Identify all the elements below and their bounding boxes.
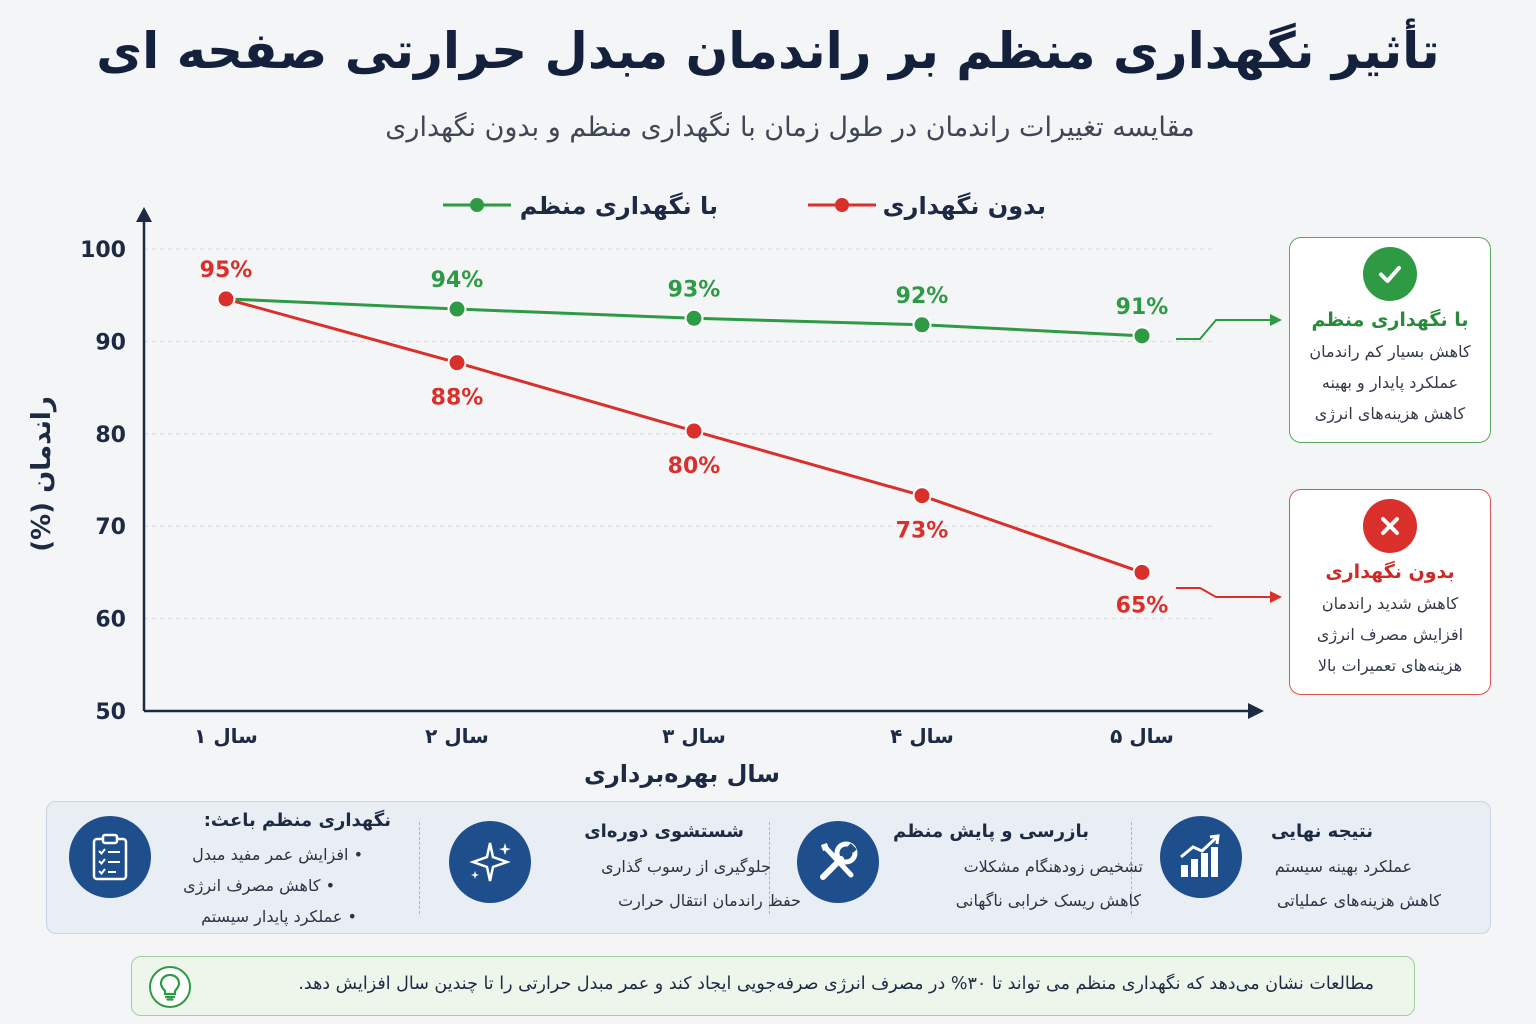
data-label: 92% (896, 284, 949, 309)
data-point (447, 299, 467, 319)
section-line: جلوگیری از رسوب گذاری (601, 857, 771, 876)
x-tick-label: سال ۳ (662, 724, 726, 748)
sparkle-clean-icon (449, 821, 531, 903)
card-line: عملکرد پایدار و بهینه (1321, 373, 1459, 392)
card-line: کاهش هزینه‌های انرژی (1314, 404, 1466, 423)
card-line: هزینه‌های تعمیرات بالا (1317, 656, 1463, 675)
card-line: افزایش مصرف انرژی (1316, 625, 1464, 644)
divider (769, 822, 770, 914)
wrench-screwdriver-icon (797, 821, 879, 903)
legend-marker (470, 198, 484, 212)
x-tick-label: سال ۴ (890, 724, 954, 748)
lightbulb-icon (149, 966, 191, 1008)
data-label: 95% (200, 258, 253, 283)
section-inspection: بازرسی و پایش منظم تشخیص زودهنگام مشکلات… (777, 802, 1143, 935)
data-label: 88% (431, 386, 484, 411)
x-tick-label: سال ۵ (1110, 724, 1174, 748)
y-axis-arrow (136, 207, 152, 222)
page-subtitle: مقایسه تغییرات راندمان در طول زمان با نگ… (385, 112, 1195, 143)
x-icon (1363, 499, 1417, 553)
y-tick-label: 90 (95, 330, 126, 355)
y-tick-label: 60 (95, 608, 126, 633)
section-line: کاهش هزینه‌های عملیاتی (1276, 891, 1441, 910)
y-tick-label: 50 (95, 700, 126, 725)
data-label: 91% (1116, 295, 1169, 320)
data-label: 80% (668, 454, 721, 479)
section-title: بازرسی و پایش منظم (892, 821, 1089, 842)
section-line: • افزایش عمر مفید مبدل (192, 845, 363, 864)
data-point (1132, 562, 1152, 582)
data-point (912, 486, 932, 506)
efficiency-line-chart: 50 60 70 80 90 100 سال ۱ سال ۲ سال ۳ سال ۴ سال ۵ سا… (27, 192, 1264, 788)
y-axis-title: راندمان (%) (27, 396, 57, 552)
footer-note: مطالعات نشان می‌دهد که نگهداری منظم می ت… (131, 956, 1415, 1016)
legend-label: بدون نگهداری (883, 192, 1046, 220)
data-point (912, 315, 932, 335)
data-point (447, 353, 467, 373)
x-axis-arrow (1248, 703, 1264, 719)
section-title: نگهداری منظم باعث: (203, 810, 391, 831)
legend-marker (835, 198, 849, 212)
card-title: با نگهداری منظم (1311, 309, 1469, 331)
section-line: • کاهش مصرف انرژی (183, 876, 335, 895)
section-periodic-washing: شستشوی دوره‌ای جلوگیری از رسوب گذاری حفظ… (427, 802, 801, 935)
card-line: کاهش شدید راندمان (1321, 594, 1459, 613)
x-tick-label: سال ۱ (194, 724, 258, 748)
info-panel: نتیجه نهایی عملکرد بهینه سیستم کاهش هزین… (46, 801, 1491, 934)
data-point (684, 308, 704, 328)
data-point (1132, 326, 1152, 346)
section-line: عملکرد بهینه سیستم (1274, 857, 1412, 876)
divider (419, 822, 420, 914)
data-label: 93% (668, 277, 721, 302)
section-line: • عملکرد پایدار سیستم (201, 907, 357, 926)
card-without-maintenance: بدون نگهداری کاهش شدید راندمان افزایش مص… (1289, 489, 1491, 695)
data-point (684, 421, 704, 441)
y-tick-label: 80 (95, 423, 126, 448)
section-line: حفظ راندمان انتقال حرارت (618, 891, 801, 910)
card-title: بدون نگهداری (1325, 561, 1455, 583)
card-line: کاهش بسیار کم راندمان (1309, 342, 1471, 361)
divider (1131, 822, 1132, 914)
data-label: 73% (896, 519, 949, 544)
data-point (216, 289, 236, 309)
footer-text: مطالعات نشان می‌دهد که نگهداری منظم می ت… (298, 974, 1374, 994)
section-line: تشخیص زودهنگام مشکلات (963, 857, 1143, 876)
series-line (225, 297, 1143, 574)
check-icon (1363, 247, 1417, 301)
section-maintenance-benefits: نگهداری منظم باعث: • افزایش عمر مفید مبد… (47, 802, 417, 935)
page-title: تأثیر نگهداری منظم بر راندمان مبدل حرارت… (96, 22, 1440, 80)
card-with-maintenance: با نگهداری منظم کاهش بسیار کم راندمان عم… (1289, 237, 1491, 443)
x-axis-title: سال بهره‌برداری (584, 760, 780, 788)
y-tick-label: 70 (95, 515, 126, 540)
x-tick-label: سال ۲ (425, 724, 489, 748)
data-label: 65% (1116, 593, 1169, 618)
y-tick-label: 100 (80, 238, 126, 263)
growth-chart-icon (1160, 816, 1242, 898)
legend-label: با نگهداری منظم (520, 192, 718, 220)
data-label: 94% (431, 268, 484, 293)
section-title: شستشوی دوره‌ای (584, 821, 744, 842)
section-line: کاهش ریسک خرابی ناگهانی (955, 891, 1141, 910)
clipboard-checklist-icon (69, 816, 151, 898)
section-final-result: نتیجه نهایی عملکرد بهینه سیستم کاهش هزین… (1142, 802, 1487, 935)
section-title: نتیجه نهایی (1271, 821, 1373, 842)
series-line (225, 297, 1143, 338)
